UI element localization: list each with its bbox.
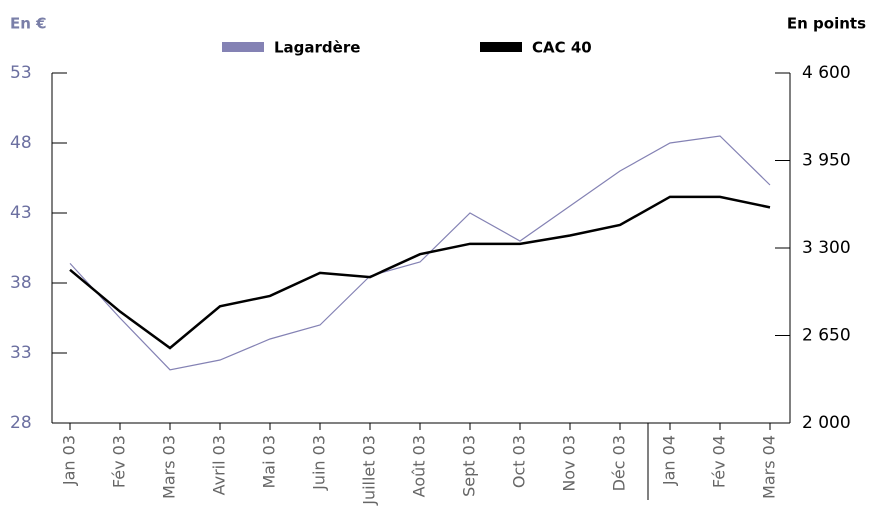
x-tick-label: Mai 03: [260, 435, 279, 489]
legend-swatch: [222, 42, 264, 52]
y-tick-label: 48: [10, 133, 32, 153]
legend-label: CAC 40: [532, 39, 592, 57]
x-tick-label: Juillet 03: [360, 435, 379, 506]
x-tick-label: Jan 03: [60, 435, 79, 486]
x-tick-label: Fév 03: [110, 435, 129, 488]
x-tick-label: Août 03: [410, 435, 429, 497]
x-tick-label: Nov 03: [560, 435, 579, 492]
y2-tick-label: 2 000: [802, 413, 851, 433]
line-series: [69, 195, 771, 350]
x-tick-label: Mars 03: [160, 435, 179, 499]
legend-swatch: [480, 42, 522, 52]
x-tick-label: Mars 04: [760, 435, 779, 499]
y2-tick-label: 2 650: [802, 326, 851, 346]
y2-axis-label: En points: [787, 15, 866, 33]
x-tick-label: Oct 03: [510, 435, 529, 488]
y-tick-label: 33: [10, 343, 32, 363]
x-tick-label: Fév 04: [710, 435, 729, 488]
y-tick-label: 43: [10, 203, 32, 223]
y-tick-label: 28: [10, 413, 32, 433]
y-axis-label: En €: [10, 15, 47, 33]
legend-label: Lagardère: [274, 39, 360, 57]
y2-tick-label: 4 600: [802, 63, 851, 83]
x-tick-label: Jan 04: [660, 435, 679, 486]
x-tick-label: Sept 03: [460, 435, 479, 497]
y2-tick-label: 3 950: [802, 151, 851, 171]
y2-tick-label: 3 300: [802, 238, 851, 258]
line-series: [69, 135, 771, 371]
x-tick-label: Avril 03: [210, 435, 229, 495]
x-tick-label: Juin 03: [310, 435, 329, 491]
x-tick-label: Déc 03: [610, 435, 629, 491]
y-tick-label: 53: [10, 63, 32, 83]
y-tick-label: 38: [10, 273, 32, 293]
